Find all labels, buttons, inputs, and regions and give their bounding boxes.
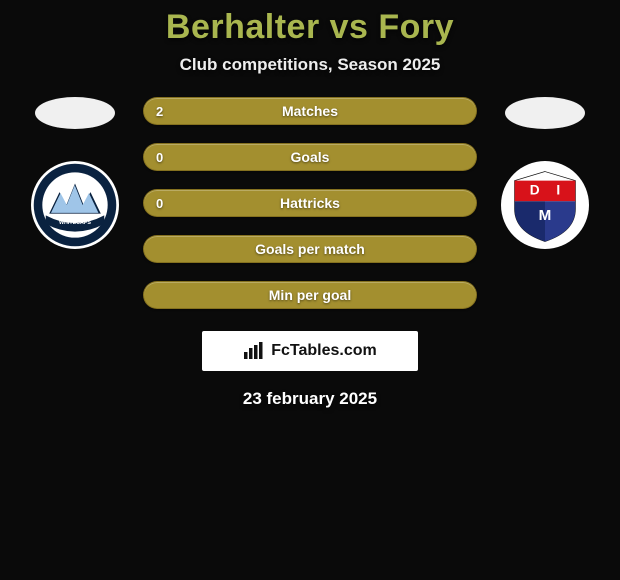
dim-icon: D I M [507, 167, 583, 243]
brand-box[interactable]: FcTables.com [202, 331, 418, 371]
stats-card: Berhalter vs Fory Club competitions, Sea… [0, 0, 620, 409]
brand: FcTables.com [243, 342, 377, 360]
player-avatar-left [35, 97, 115, 129]
svg-text:D: D [530, 182, 540, 197]
stat-bar-goals: 0 Goals [143, 143, 477, 171]
date-text: 23 february 2025 [0, 389, 620, 409]
bars-icon [243, 342, 265, 360]
svg-text:I: I [556, 182, 560, 197]
svg-text:WHITECAPS: WHITECAPS [59, 220, 91, 226]
stat-label: Min per goal [144, 287, 476, 303]
club-badge-left: WHITECAPS [31, 161, 119, 249]
content-row: WHITECAPS 2 Matches 0 Goals 0 Hattricks … [0, 97, 620, 309]
stat-bar-matches: 2 Matches [143, 97, 477, 125]
stat-bar-gpm: Goals per match [143, 235, 477, 263]
left-side: WHITECAPS [25, 97, 125, 249]
stat-bar-mpg: Min per goal [143, 281, 477, 309]
svg-text:M: M [539, 207, 552, 224]
page-title: Berhalter vs Fory [0, 8, 620, 47]
stat-bars: 2 Matches 0 Goals 0 Hattricks Goals per … [143, 97, 477, 309]
whitecaps-icon: WHITECAPS [32, 162, 118, 248]
stat-label: Goals [144, 149, 476, 165]
stat-value: 0 [156, 196, 163, 211]
club-badge-right: D I M [501, 161, 589, 249]
stat-label: Goals per match [144, 241, 476, 257]
page-subtitle: Club competitions, Season 2025 [0, 55, 620, 75]
stat-label: Hattricks [144, 195, 476, 211]
stat-bar-hattricks: 0 Hattricks [143, 189, 477, 217]
stat-value: 2 [156, 104, 163, 119]
right-side: D I M [495, 97, 595, 249]
player-avatar-right [505, 97, 585, 129]
stat-value: 0 [156, 150, 163, 165]
brand-text: FcTables.com [271, 342, 377, 360]
stat-label: Matches [144, 103, 476, 119]
